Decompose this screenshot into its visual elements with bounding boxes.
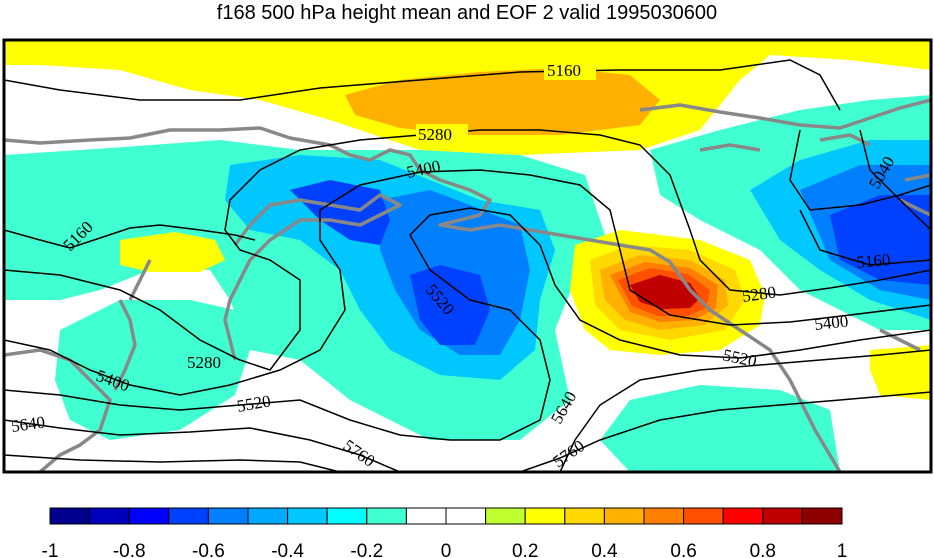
colorbar-tick-label: 0.2	[512, 541, 538, 558]
map-field: 5160 5280 5400 5520 5160 5400 5520 5280 …	[4, 40, 931, 472]
colorbar-swatch	[89, 507, 130, 525]
contour-label: 5400	[813, 312, 849, 334]
anomaly-fill-east-yellow	[870, 345, 931, 400]
contour-label: 5280	[418, 125, 452, 144]
map-frame	[2, 38, 933, 474]
colorbar-swatch	[128, 507, 170, 525]
colorbar-tick-label: -1	[42, 541, 59, 558]
colorbar-swatch	[366, 507, 407, 525]
contour-label: 5280	[741, 282, 777, 306]
contour-label: 5160	[856, 250, 892, 272]
height-contours	[4, 59, 931, 472]
contour-5160-west	[4, 224, 256, 249]
contour-5280	[4, 129, 931, 371]
colorbar-tick-label: -0.4	[271, 541, 304, 558]
contour-5040	[789, 129, 931, 211]
contour-label: 5160	[547, 61, 581, 80]
anomaly-fill-southwest	[55, 300, 250, 440]
coastline-west	[223, 193, 402, 361]
colorbar-swatch	[524, 507, 566, 525]
colorbar-swatch	[643, 507, 685, 525]
colorbar-swatch	[207, 507, 249, 525]
colorbar-tick-label: 1	[837, 541, 848, 558]
colorbar-swatch	[683, 507, 724, 525]
coastline-east	[879, 173, 931, 352]
colorbar-tick-label: 0.4	[591, 541, 618, 558]
colorbar-tick-label: -0.8	[113, 541, 146, 558]
colorbar-swatch	[168, 507, 209, 525]
colorbar-swatch	[762, 507, 803, 525]
anomaly-fill-blue-core-central	[410, 265, 490, 345]
colorbar-swatch	[405, 507, 447, 525]
colorbar-swatch	[603, 507, 645, 525]
contour-5160-north	[4, 59, 841, 111]
colorbar-swatch	[247, 507, 289, 525]
coastline-north	[4, 126, 842, 472]
contour-5520	[4, 207, 931, 441]
colorbar-swatch	[485, 507, 526, 525]
coastline-northeast	[639, 98, 931, 130]
colorbar-swatch	[801, 507, 843, 525]
contour-5160-east	[799, 129, 931, 266]
colorbar-swatch	[445, 507, 487, 525]
colorbar-tick-label: 0.6	[670, 541, 696, 558]
anomaly-fill-north-orange	[345, 68, 660, 135]
contour-label: 5280	[187, 353, 221, 372]
colorbar-swatch	[49, 507, 91, 525]
contour-5760	[4, 391, 931, 472]
colorbar: -1 -0.8 -0.6 -0.4 -0.2 0 0.2 0.4 0.6 0.8 1	[42, 507, 848, 558]
colorbar-tick-label: 0.8	[750, 541, 776, 558]
contour-5400	[4, 169, 931, 396]
anomaly-fill-west-yellow	[120, 232, 225, 272]
contour-label: 5640	[10, 412, 46, 436]
colorbar-tick-label: -0.2	[350, 541, 383, 558]
contour-5640	[4, 349, 931, 472]
colorbar-swatch	[326, 507, 368, 525]
coastlines	[4, 98, 931, 472]
colorbar-tick-label: -0.6	[192, 541, 225, 558]
colorbar-tick-label: 0	[441, 541, 452, 558]
coastline-asia	[4, 259, 152, 472]
anomaly-fill-blue-core-west	[290, 180, 390, 245]
map-title: f168 500 hPa height mean and EOF 2 valid…	[216, 2, 718, 24]
anomaly-fill-southeast	[600, 385, 840, 472]
colorbar-swatch	[287, 507, 328, 525]
colorbar-swatch	[564, 507, 605, 525]
colorbar-swatch	[722, 507, 764, 525]
